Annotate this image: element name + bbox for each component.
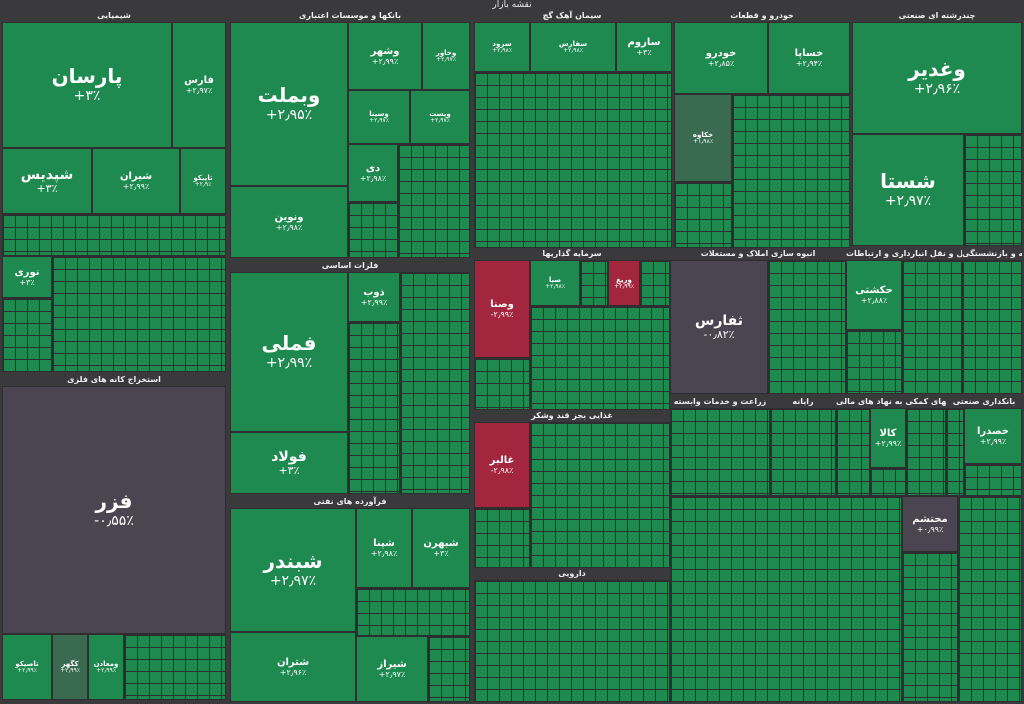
tile-tfars[interactable]: ثفارس -۰٫۸۲٪ bbox=[670, 260, 768, 394]
lower-right-small-tiles bbox=[670, 496, 902, 702]
tile-shiraz[interactable]: شیراز +۲٫۹۷٪ bbox=[356, 636, 428, 702]
investments-small-tiles bbox=[530, 306, 670, 410]
insurance-small-tiles bbox=[962, 260, 1022, 394]
chemical-small-tiles bbox=[2, 214, 226, 256]
tile-shiran[interactable]: شیران +۲٫۹۹٪ bbox=[92, 148, 180, 214]
tile-vnovin[interactable]: ونوین +۲٫۹۸٪ bbox=[230, 186, 348, 258]
page-title: نقشه بازار bbox=[492, 0, 532, 10]
banks-small-tiles bbox=[398, 144, 470, 258]
food-small-tiles bbox=[530, 422, 670, 568]
tile-vmaaden[interactable]: ومعادن +۲٫۹۹٪ bbox=[88, 634, 124, 700]
section-title-pharma: دارویی bbox=[558, 569, 586, 578]
section-title-basic-metals: فلزات اساسی bbox=[321, 261, 379, 270]
investments-small-tiles-a bbox=[580, 260, 608, 306]
chemical-small-tiles-3 bbox=[2, 298, 52, 372]
tile-shbehran[interactable]: شبهرن +۳٪ bbox=[412, 508, 470, 588]
lower-right-small-tiles-2 bbox=[958, 496, 1022, 702]
tile-nouri[interactable]: نوری +۳٪ bbox=[2, 256, 52, 298]
metals-small-tiles bbox=[400, 272, 470, 494]
tile-khodro[interactable]: خودرو +۲٫۸۵٪ bbox=[674, 22, 768, 94]
tile-shasta[interactable]: شستا +۲٫۹۷٪ bbox=[852, 134, 964, 246]
banks-small-tiles-2 bbox=[348, 202, 398, 258]
lower-right-small-tiles-3 bbox=[902, 552, 958, 702]
section-title-food: غذایی بجز قند وشکر bbox=[531, 411, 613, 420]
refinery-small-tiles bbox=[356, 588, 470, 636]
tile-saba[interactable]: صبا +۲٫۹۸٪ bbox=[530, 260, 580, 306]
section-title-cement: سیمان آهک گچ bbox=[542, 11, 602, 20]
tile-khsapa[interactable]: خساپا +۲٫۹۴٪ bbox=[768, 22, 850, 94]
section-title-auto: خودرو و قطعات bbox=[730, 11, 794, 20]
tile-saroum[interactable]: ساروم +۳٪ bbox=[616, 22, 672, 72]
tile-vbmelat[interactable]: وبملت +۲٫۹۵٪ bbox=[230, 22, 348, 186]
section-title-industrial-chain: چندرشته ای صنعتی bbox=[898, 11, 976, 20]
tile-sfars[interactable]: سفارس +۲٫۹۸٪ bbox=[530, 22, 616, 72]
tile-shbandar[interactable]: شبندر +۲٫۹۷٪ bbox=[230, 508, 356, 632]
section-title-refinery: فرآورده های نفتی bbox=[313, 497, 387, 506]
auto-small-tiles bbox=[732, 94, 850, 248]
section-title-support: فعالیتهای کمکی به نهاد های مالی bbox=[836, 397, 946, 406]
tile-vrig[interactable]: وریغ +۲٫۹۹٪ bbox=[608, 260, 640, 306]
tile-kagher[interactable]: کگهر +۲٫۹۹٪ bbox=[52, 634, 88, 700]
transport-small-tiles-2 bbox=[846, 330, 902, 394]
tile-sarvod[interactable]: سرود +۲٫۹۸٪ bbox=[474, 22, 530, 72]
tile-kala[interactable]: کالا +۲٫۹۹٪ bbox=[870, 408, 906, 468]
auto-small-tiles-2 bbox=[674, 182, 732, 248]
section-title-real-estate: انبوه سازی املاک و مستغلات bbox=[700, 249, 816, 258]
section-title-banks: بانکها و موسسات اعتباری bbox=[299, 11, 401, 20]
pharma-small-tiles bbox=[474, 580, 670, 702]
transport-small-tiles bbox=[902, 260, 962, 394]
tile-vsna[interactable]: وصنا -۲٫۹۹٪ bbox=[474, 260, 530, 358]
section-title-computer: رایانه bbox=[792, 397, 814, 406]
section-title-transport: حمل و نقل انبارداری و ارتباطات bbox=[846, 249, 962, 258]
section-title-chemical: شیمیایی bbox=[97, 11, 131, 20]
mining-small-tiles bbox=[124, 634, 226, 700]
tile-vkhavar[interactable]: وخاور +۲٫۹۷٪ bbox=[422, 22, 470, 90]
tile-fars[interactable]: فارس +۲٫۹۷٪ bbox=[172, 22, 226, 148]
section-title-agriculture: زراعت و خدمات وابسته bbox=[673, 397, 767, 406]
computer-small-tiles bbox=[770, 408, 836, 496]
tile-vghadir[interactable]: وغدیر +۲٫۹۶٪ bbox=[852, 22, 1022, 134]
chemical-small-tiles-2 bbox=[52, 256, 226, 372]
support-small-tiles-2 bbox=[906, 408, 946, 496]
industrial-small-tiles bbox=[964, 134, 1022, 246]
tile-tameli[interactable]: تاصیکو +۲٫۹۹٪ bbox=[2, 634, 52, 700]
tile-vshahr[interactable]: وشهر +۲٫۹۹٪ bbox=[348, 22, 422, 90]
ind-banks-small-tiles bbox=[946, 408, 964, 496]
cement-small-tiles bbox=[474, 72, 672, 248]
investments-small-tiles-2 bbox=[474, 358, 530, 410]
support-small-tiles bbox=[836, 408, 870, 496]
metals-small-tiles-2 bbox=[348, 322, 400, 494]
tile-fameli[interactable]: فملی +۲٫۹۹٪ bbox=[230, 272, 348, 432]
section-title-insurance: بیمه و بازنشستگی bbox=[962, 249, 1022, 258]
tile-foulad[interactable]: فولاد +۳٪ bbox=[230, 432, 348, 494]
food-small-tiles-2 bbox=[474, 508, 530, 568]
tile-mahtsham[interactable]: محتشم +۰٫۹۹٪ bbox=[902, 496, 958, 552]
support-small-tiles-3 bbox=[870, 468, 906, 496]
tile-khaktoh[interactable]: خکاوه +۱٫۹۸٪ bbox=[674, 94, 732, 182]
tile-di[interactable]: دی +۲٫۹۸٪ bbox=[348, 144, 398, 202]
tile-vsina[interactable]: وسینا +۲٫۹۷٪ bbox=[348, 90, 410, 144]
tile-shtran[interactable]: شتران +۲٫۹۶٪ bbox=[230, 632, 356, 702]
tile-shapdis[interactable]: شپدیس +۳٪ bbox=[2, 148, 92, 214]
tile-tapiko[interactable]: تاپیکو +۲٫۹٪ bbox=[180, 148, 226, 214]
section-title-mining: استخراج کانه های فلزی bbox=[67, 375, 161, 384]
section-title-investments: سرمایه گذاریها bbox=[542, 249, 602, 258]
tile-shpna[interactable]: شپنا +۲٫۹۸٪ bbox=[356, 508, 412, 588]
tile-ghalbr[interactable]: غالبر -۲٫۹۸٪ bbox=[474, 422, 530, 508]
agriculture-small-tiles bbox=[670, 408, 770, 496]
ind-banks-small-tiles-2 bbox=[964, 464, 1022, 496]
tile-khasbar[interactable]: خصدرا +۲٫۹۹٪ bbox=[964, 408, 1022, 464]
tile-hkeshti[interactable]: حکشتی +۲٫۸۸٪ bbox=[846, 260, 902, 330]
section-title-industrial-banks: بانکداری صنعتی bbox=[952, 397, 1016, 406]
investments-small-tiles-b bbox=[640, 260, 670, 306]
tile-fazar[interactable]: فزر -۰٫۵۵٪ bbox=[2, 386, 226, 634]
tile-zob[interactable]: ذوب +۲٫۹۹٪ bbox=[348, 272, 400, 322]
realestate-small-tiles bbox=[768, 260, 846, 394]
tile-parsan[interactable]: پارسان +۳٪ bbox=[2, 22, 172, 148]
tile-vpost[interactable]: وپست +۲٫۹۷٪ bbox=[410, 90, 470, 144]
refinery-small-tiles-2 bbox=[428, 636, 470, 702]
